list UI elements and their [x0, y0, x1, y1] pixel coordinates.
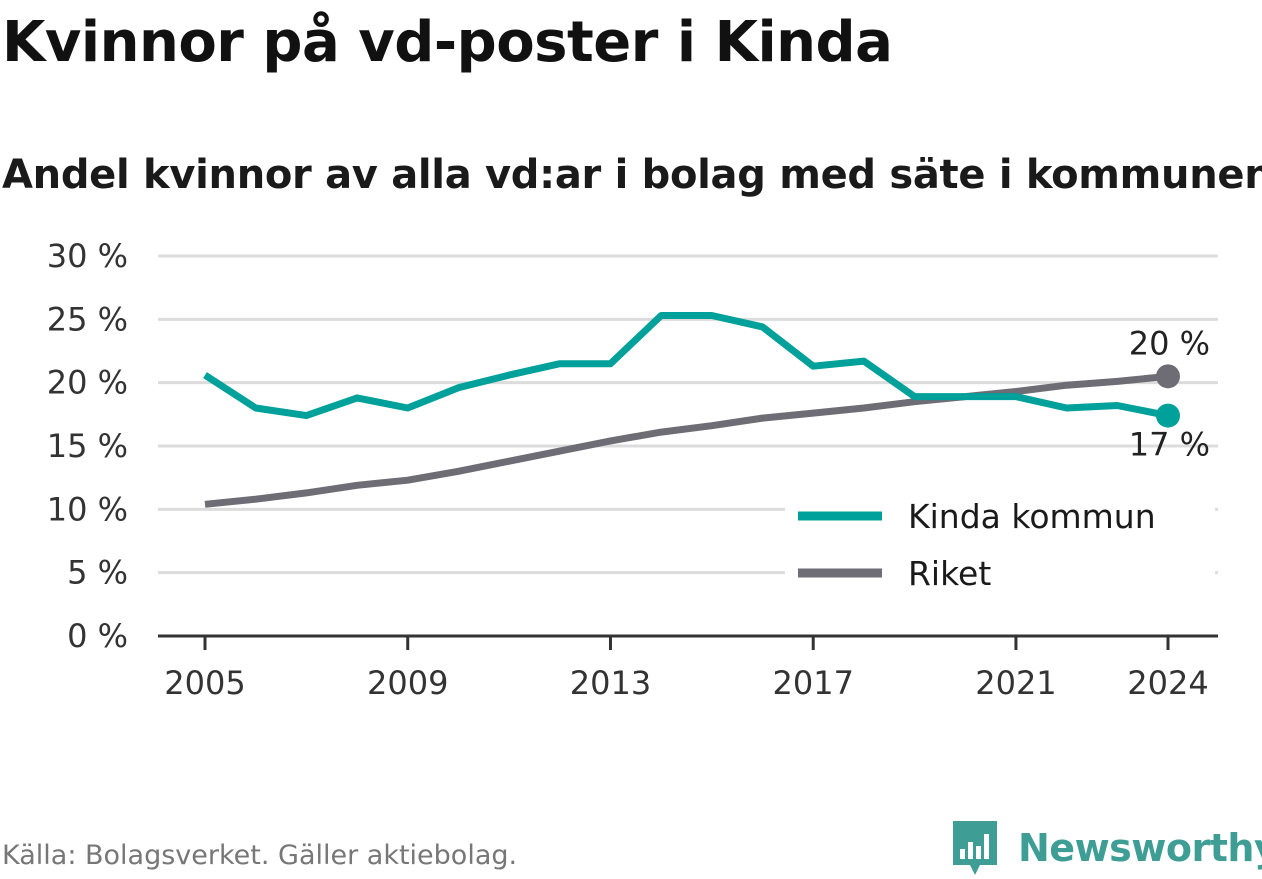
series-lines	[203, 312, 1169, 508]
source-note: Källa: Bolagsverket. Gäller aktiebolag.	[2, 840, 518, 871]
x-tick-label: 2005	[164, 664, 245, 702]
y-tick-label: 30 %	[47, 237, 128, 275]
series-line-kinda-kommun	[203, 312, 1169, 420]
legend-background	[785, 486, 1215, 606]
newsworthy-logo-icon	[953, 821, 997, 875]
x-tick-label: 2017	[772, 664, 853, 702]
legend-label: Kinda kommun	[908, 497, 1156, 536]
x-tick-label: 2021	[975, 664, 1056, 702]
y-tick-label: 0 %	[67, 617, 128, 655]
legend-label: Riket	[908, 554, 991, 593]
chart-title: Kvinnor på vd-poster i Kinda	[2, 10, 893, 75]
chart-subtitle: Andel kvinnor av alla vd:ar i bolag med …	[2, 152, 1262, 198]
y-tick-label: 15 %	[47, 427, 128, 465]
endpoint-riket	[1156, 364, 1180, 389]
series-line-riket	[204, 372, 1169, 508]
y-tick-label: 20 %	[47, 364, 128, 402]
endpoint-kinda-kommun	[1156, 403, 1180, 428]
y-axis-ticks: 0 % 5 % 10 % 15 % 20 % 25 % 30 %	[47, 237, 128, 655]
x-tick-label: 2009	[367, 664, 448, 702]
line-chart: 0 %5 %10 %15 %20 %25 %30 % 2005 2009 2013 2…	[47, 237, 1218, 702]
x-tick-label: 2013	[570, 664, 651, 702]
x-axis: 2005 2009 2013 2017 2021 2024	[158, 634, 1218, 702]
brand-name: Newsworthy	[1018, 826, 1262, 870]
x-tick-label: 2024	[1127, 664, 1208, 702]
y-tick-label: 25 %	[47, 300, 128, 338]
y-tick-label: 10 %	[47, 490, 128, 528]
end-label: 17 %	[1129, 426, 1210, 464]
gridlines	[158, 254, 1218, 575]
newsworthy-logo: Newsworthy	[950, 818, 1262, 878]
end-label: 20 %	[1129, 324, 1210, 362]
series-endpoints: 17 % 20 %	[1129, 324, 1210, 463]
y-tick-label: 5 %	[67, 554, 128, 592]
legend: Kinda kommun Riket	[785, 486, 1215, 606]
